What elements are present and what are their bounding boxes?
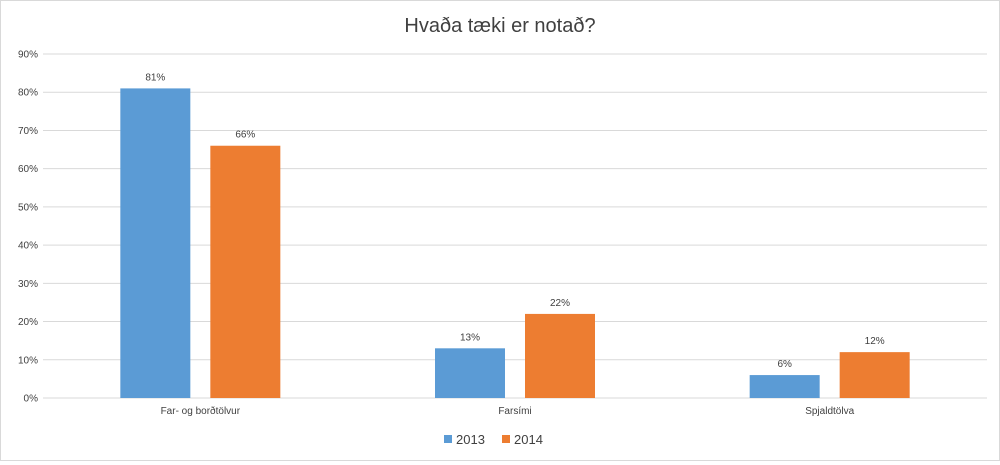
bar-2014-1 <box>525 313 595 398</box>
y-tick-label: 10% <box>18 355 38 366</box>
legend-swatch-2013 <box>444 435 452 443</box>
bars <box>120 88 910 399</box>
y-tick-label: 90% <box>18 50 38 61</box>
x-category-label: Farsími <box>498 406 531 417</box>
data-label: 13% <box>460 332 480 343</box>
y-tick-label: 20% <box>18 317 38 328</box>
y-tick-label: 80% <box>18 88 38 99</box>
y-axis-ticks: 0% 10% 20% 30% 40% 50% 60% 70% 80% 90% <box>18 50 38 405</box>
bar-2013-2 <box>749 375 820 398</box>
legend-label: 2013 <box>456 432 485 447</box>
data-label: 22% <box>550 298 570 309</box>
legend: 2013 2014 <box>444 432 543 447</box>
x-category-label: Far- og borðtölvur <box>161 405 241 417</box>
y-tick-label: 50% <box>18 202 38 213</box>
x-category-label: Spjaldtölva <box>805 406 854 417</box>
data-labels: 81% 66% 13% 22% 6% 12% <box>145 72 884 370</box>
y-tick-label: 0% <box>24 394 39 405</box>
bar-2014-2 <box>839 352 910 398</box>
data-label: 66% <box>235 130 255 141</box>
y-tick-label: 60% <box>18 164 38 175</box>
chart-title: Hvaða tæki er notað? <box>404 15 595 37</box>
legend-swatch-2014 <box>502 435 510 443</box>
bar-2014-0 <box>210 145 281 398</box>
x-axis-categories: Far- og borðtölvur Farsími Spjaldtölva <box>161 405 855 417</box>
data-label: 12% <box>865 336 885 347</box>
y-tick-label: 70% <box>18 126 38 137</box>
y-tick-label: 30% <box>18 279 38 290</box>
gridlines <box>43 53 987 399</box>
bar-2013-1 <box>435 348 505 398</box>
data-label: 6% <box>777 359 792 370</box>
bar-2013-0 <box>120 88 191 399</box>
legend-label: 2014 <box>514 432 543 447</box>
data-label: 81% <box>145 72 165 83</box>
y-tick-label: 40% <box>18 241 38 252</box>
